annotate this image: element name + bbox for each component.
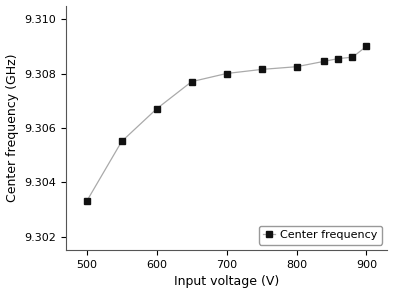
Center frequency [350,56,355,59]
Center frequency [322,59,327,63]
X-axis label: Input voltage (V): Input voltage (V) [174,275,279,288]
Center frequency [224,72,229,75]
Center frequency [154,107,159,111]
Y-axis label: Center frequency (GHz): Center frequency (GHz) [6,54,18,202]
Center frequency [189,80,194,83]
Line: Center frequency: Center frequency [84,43,369,204]
Center frequency [119,140,124,143]
Center frequency [84,200,89,203]
Center frequency [294,65,299,69]
Legend: Center frequency: Center frequency [259,226,382,245]
Center frequency [336,57,341,60]
Center frequency [259,68,264,71]
Center frequency [364,45,369,48]
